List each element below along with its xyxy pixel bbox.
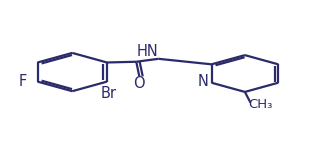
Text: O: O — [133, 76, 145, 91]
Text: F: F — [19, 74, 27, 89]
Text: N: N — [197, 75, 208, 90]
Text: HN: HN — [137, 44, 158, 59]
Text: Br: Br — [100, 86, 117, 101]
Text: CH₃: CH₃ — [248, 98, 272, 111]
